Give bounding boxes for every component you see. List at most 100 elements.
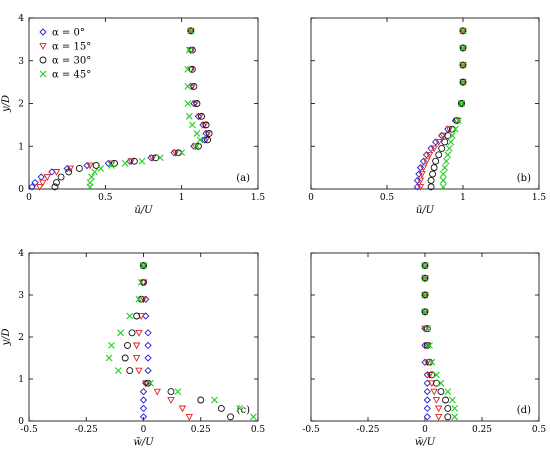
data-point bbox=[421, 308, 429, 316]
data-point bbox=[429, 170, 437, 178]
x-tick-label: 0.5 bbox=[98, 193, 113, 203]
data-point bbox=[421, 292, 429, 299]
panel-label: (d) bbox=[517, 405, 531, 416]
data-point bbox=[459, 27, 467, 35]
series-3 bbox=[105, 262, 257, 421]
data-point bbox=[130, 157, 138, 165]
data-point bbox=[133, 312, 141, 320]
data-point bbox=[193, 130, 201, 137]
data-point bbox=[423, 325, 431, 332]
data-point bbox=[433, 371, 440, 379]
data-point bbox=[167, 388, 175, 396]
data-point bbox=[427, 176, 435, 184]
data-point bbox=[422, 151, 431, 159]
data-point bbox=[428, 371, 436, 379]
panel-label: (c) bbox=[237, 405, 251, 416]
data-point bbox=[441, 138, 449, 146]
series-0 bbox=[421, 261, 431, 421]
legend-marker-circle-icon bbox=[39, 56, 47, 64]
panel-label: (b) bbox=[517, 173, 531, 184]
data-point bbox=[86, 162, 94, 170]
legend-entry-label: α = 30° bbox=[52, 56, 91, 67]
series-1 bbox=[132, 262, 194, 421]
data-point bbox=[458, 100, 465, 107]
data-point bbox=[459, 61, 467, 69]
data-point bbox=[126, 367, 134, 375]
data-point bbox=[211, 396, 218, 404]
data-point bbox=[184, 65, 192, 73]
y-tick-label: 1 bbox=[18, 142, 24, 152]
data-point bbox=[421, 262, 429, 269]
y-tick-label: 0 bbox=[18, 417, 24, 427]
data-point bbox=[171, 149, 180, 157]
data-point bbox=[451, 405, 459, 412]
x-tick-label: -0.5 bbox=[20, 425, 38, 435]
data-point bbox=[197, 396, 205, 404]
x-tick-label: 0 bbox=[26, 193, 32, 203]
series-0 bbox=[139, 261, 152, 421]
data-point bbox=[421, 308, 429, 316]
data-point bbox=[432, 138, 440, 146]
data-point bbox=[423, 413, 431, 421]
data-point bbox=[138, 157, 146, 165]
data-point bbox=[178, 149, 186, 157]
data-point bbox=[52, 169, 61, 176]
data-point bbox=[38, 179, 47, 187]
data-point bbox=[428, 358, 436, 366]
data-point bbox=[421, 262, 429, 270]
data-point bbox=[51, 183, 59, 191]
plot-frame bbox=[28, 252, 259, 422]
data-point bbox=[104, 159, 113, 167]
data-point bbox=[421, 291, 429, 299]
data-point bbox=[437, 379, 445, 387]
data-point bbox=[430, 388, 438, 396]
data-point bbox=[132, 342, 141, 350]
data-point bbox=[421, 262, 429, 270]
data-point bbox=[137, 279, 145, 286]
data-point bbox=[217, 404, 225, 412]
panel-c: -0.5 -0.25 0 0.25 0.5 0 1 2 3 4 w̄/U y/D (c) bbox=[1, 249, 265, 448]
data-point bbox=[174, 388, 182, 395]
legend: α = 0° α = 15° α = 30° α = 45° bbox=[39, 28, 91, 81]
series-3 bbox=[439, 27, 467, 191]
data-point bbox=[438, 131, 446, 140]
data-point bbox=[202, 121, 210, 129]
data-point bbox=[117, 329, 124, 337]
data-point bbox=[451, 413, 459, 421]
x-tick-label: 1 bbox=[460, 193, 466, 203]
data-point bbox=[139, 387, 148, 396]
y-tick-label: 4 bbox=[18, 14, 24, 24]
data-point bbox=[148, 154, 157, 162]
data-point bbox=[139, 404, 148, 413]
data-point bbox=[416, 163, 425, 172]
x-tick-label: 1.5 bbox=[532, 193, 547, 203]
data-point bbox=[195, 142, 202, 150]
data-point bbox=[105, 354, 113, 362]
data-point bbox=[185, 112, 193, 120]
data-point bbox=[421, 275, 429, 283]
data-point bbox=[459, 27, 467, 35]
data-point bbox=[146, 379, 154, 387]
data-point bbox=[419, 157, 428, 165]
y-axis-label: y/D bbox=[1, 328, 12, 346]
data-point bbox=[144, 354, 152, 362]
y-tick-label: 1 bbox=[18, 375, 24, 385]
data-point bbox=[445, 144, 453, 152]
data-point bbox=[97, 165, 105, 172]
data-point bbox=[457, 100, 466, 108]
data-point bbox=[448, 132, 456, 139]
data-point bbox=[196, 136, 204, 144]
data-point bbox=[459, 27, 467, 35]
panel-b: 0 0.5 1 1.5 ū/U (b) bbox=[308, 17, 547, 216]
data-point bbox=[37, 173, 45, 181]
data-point bbox=[63, 164, 71, 173]
data-point bbox=[423, 396, 431, 404]
data-point bbox=[447, 138, 455, 146]
data-point bbox=[132, 355, 141, 362]
data-point bbox=[140, 262, 147, 270]
data-point bbox=[459, 79, 467, 87]
data-point bbox=[184, 100, 192, 107]
data-point bbox=[193, 100, 201, 107]
data-point bbox=[437, 388, 445, 396]
data-point bbox=[144, 341, 152, 350]
